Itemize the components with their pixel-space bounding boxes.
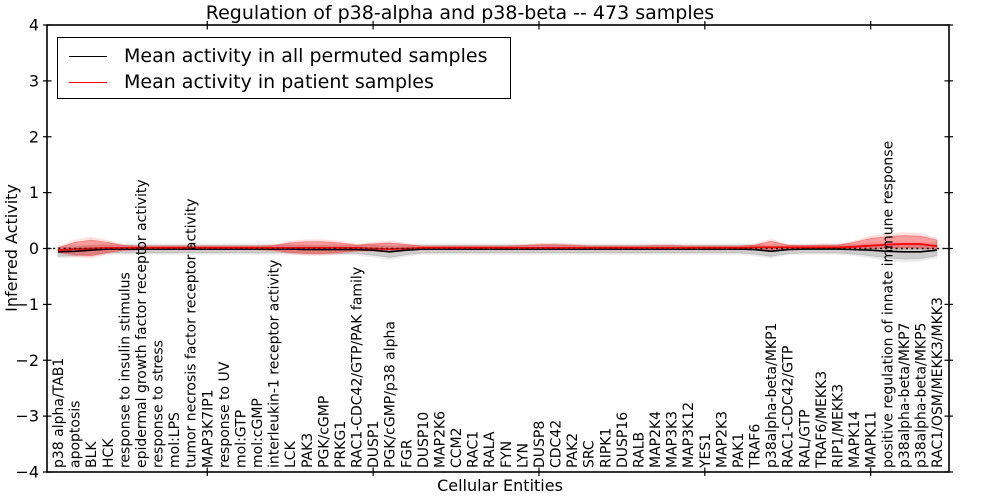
chart-title: Regulation of p38-alpha and p38-beta -- … [205, 2, 715, 24]
y-tick-label: 2 [29, 127, 39, 146]
x-tick-label: positive regulation of innate immune res… [880, 141, 896, 468]
x-tick-label: mol:GTP [233, 410, 249, 468]
x-tick-label: RALA [482, 431, 498, 468]
legend-item-permuted: Mean activity in all permuted samples [58, 43, 510, 69]
x-tick-label: tumor necrosis factor receptor activity [184, 199, 200, 469]
x-tick-label: MAP2K4 [648, 411, 664, 468]
x-tick-label: MAPK11 [864, 411, 880, 468]
x-tick-label: CDC42 [549, 420, 565, 468]
x-tick-label: p38alpha-beta/MKP7 [897, 323, 913, 468]
x-tick-label: RAC1 [466, 431, 482, 468]
x-tick-label: response to insulin stimulus [117, 272, 133, 468]
x-tick-label: interleukin-1 receptor activity [267, 260, 283, 468]
x-tick-label: response to stress [151, 340, 167, 468]
x-tick-label: RAC1-CDC42/GTP/PAK family [350, 267, 366, 468]
y-tick-label: 3 [29, 71, 39, 90]
x-tick-label: RAL/GTP [797, 409, 813, 468]
x-tick-label: RIP1/MEKK3 [830, 384, 846, 468]
y-tick-label: −2 [15, 351, 39, 370]
x-tick-label: LCK [283, 440, 299, 468]
x-tick-label: PGK/cGMP/p38 alpha [383, 321, 399, 468]
x-tick-label: MAP3K7IP1 [200, 389, 216, 468]
x-tick-label: MAP2K6 [432, 411, 448, 468]
x-tick-label: DUSP16 [615, 412, 631, 468]
x-tick-label: MAP3K12 [681, 402, 697, 468]
x-tick-label: mol:LPS [167, 412, 183, 468]
x-tick-label: FGR [399, 439, 415, 468]
x-tick-label: RALB [631, 432, 647, 468]
legend: Mean activity in all permuted samples Me… [57, 37, 511, 99]
x-tick-label: PAK3 [300, 433, 316, 468]
x-tick-label: LYN [515, 443, 531, 468]
y-tick-label: −4 [15, 463, 39, 482]
y-tick-label: 0 [29, 239, 39, 258]
permuted-band-outer [58, 241, 938, 263]
x-tick-label: apoptosis [68, 401, 84, 468]
x-tick-label: mol:cGMP [250, 398, 266, 468]
y-tick-label: 1 [29, 183, 39, 202]
x-tick-label: response to UV [217, 361, 233, 468]
x-tick-label: DUSP1 [366, 421, 382, 468]
x-tick-label: HCK [101, 438, 117, 468]
x-tick-label: epidermal growth factor receptor activit… [134, 179, 150, 468]
x-tick-label: PAK1 [731, 433, 747, 468]
x-tick-label: CCM2 [449, 427, 465, 468]
x-tick-label: PRKG1 [333, 421, 349, 468]
x-tick-label: MAPK14 [847, 411, 863, 468]
legend-item-patient: Mean activity in patient samples [58, 69, 510, 95]
y-tick-label: −1 [15, 295, 39, 314]
x-tick-label: TRAF6 [748, 424, 764, 469]
x-tick-label: PAK2 [565, 433, 581, 468]
legend-label-permuted: Mean activity in all permuted samples [124, 45, 488, 67]
patient-band [57, 235, 938, 257]
x-tick-label: MAP2K3 [714, 411, 730, 468]
x-axis-label: Cellular Entities [437, 476, 563, 495]
patient-band-outer [58, 232, 938, 259]
x-tick-label: RAC1-CDC42/GTP [781, 346, 797, 468]
x-tick-label: p38 alpha/TAB1 [51, 358, 67, 468]
x-tick-label: PGK/cGMP [316, 396, 332, 468]
x-tick-label: TRAF6/MEKK3 [814, 371, 830, 469]
x-tick-label: SRC [582, 440, 598, 468]
x-tick-label: p38alpha-beta/MKP5 [913, 323, 929, 468]
x-tick-label: DUSP8 [532, 421, 548, 468]
x-tick-label: RAC1/OSM/MEKK3/MKK3 [930, 297, 946, 468]
patient-line-sample-icon [69, 81, 107, 83]
x-tick-label: BLK [84, 441, 100, 468]
x-tick-label: DUSP10 [416, 412, 432, 468]
permuted-line-sample-icon [69, 55, 107, 57]
legend-label-patient: Mean activity in patient samples [124, 71, 434, 93]
y-tick-label: 4 [29, 16, 39, 35]
x-tick-label: YES1 [698, 433, 714, 469]
x-tick-label: p38alpha-beta/MKP1 [764, 323, 780, 468]
x-tick-label: MAP3K3 [665, 411, 681, 468]
x-tick-label: FYN [499, 441, 515, 468]
x-tick-label: RIPK1 [598, 428, 614, 468]
y-tick-label: −3 [15, 407, 39, 426]
